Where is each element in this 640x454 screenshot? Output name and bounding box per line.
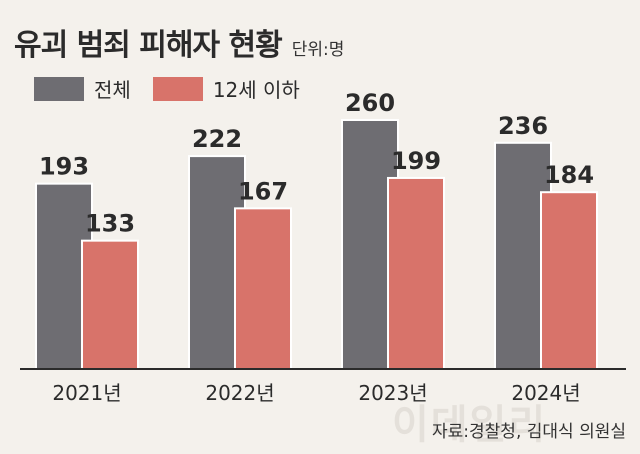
x-tick-label-2021년: 2021년 <box>52 381 121 405</box>
watermark: 이데일리 <box>392 402 548 448</box>
legend-item-total: 전체 <box>34 74 131 103</box>
legend-item-under12: 12세 이하 <box>152 74 300 103</box>
x-tick-label-2023년: 2023년 <box>358 381 427 405</box>
x-tick-label-2024년: 2024년 <box>511 381 580 405</box>
bar-under12-2024년 <box>542 193 596 368</box>
data-label-under12-2022년: 167 <box>238 177 288 205</box>
data-label-under12-2024년: 184 <box>544 161 594 189</box>
data-label-total-2023년: 260 <box>345 89 395 117</box>
bar-under12-2021년 <box>83 241 137 368</box>
data-label-total-2021년: 193 <box>39 153 89 181</box>
x-tick-label-2022년: 2022년 <box>205 381 274 405</box>
bar-under12-2022년 <box>236 209 290 368</box>
legend-label-total: 전체 <box>94 78 131 102</box>
legend-label-under12: 12세 이하 <box>212 78 300 102</box>
data-label-under12-2021년: 133 <box>85 210 135 238</box>
data-label-total-2022년: 222 <box>192 125 242 153</box>
legend-swatch-total <box>34 76 84 101</box>
data-label-under12-2023년: 199 <box>391 147 441 175</box>
legend-swatch-under12 <box>152 76 203 101</box>
legend: 전체 12세 이하 <box>34 74 322 103</box>
data-label-total-2024년: 236 <box>498 112 548 140</box>
unit-label: 단위:명 <box>291 40 345 60</box>
bar-under12-2023년 <box>389 178 443 368</box>
chart-header: 유괴 범죄 피해자 현황 단위:명 <box>14 20 344 64</box>
source-note: 자료:경찰청, 김대식 의원실 <box>432 422 626 442</box>
chart-title: 유괴 범죄 피해자 현황 <box>14 28 283 63</box>
